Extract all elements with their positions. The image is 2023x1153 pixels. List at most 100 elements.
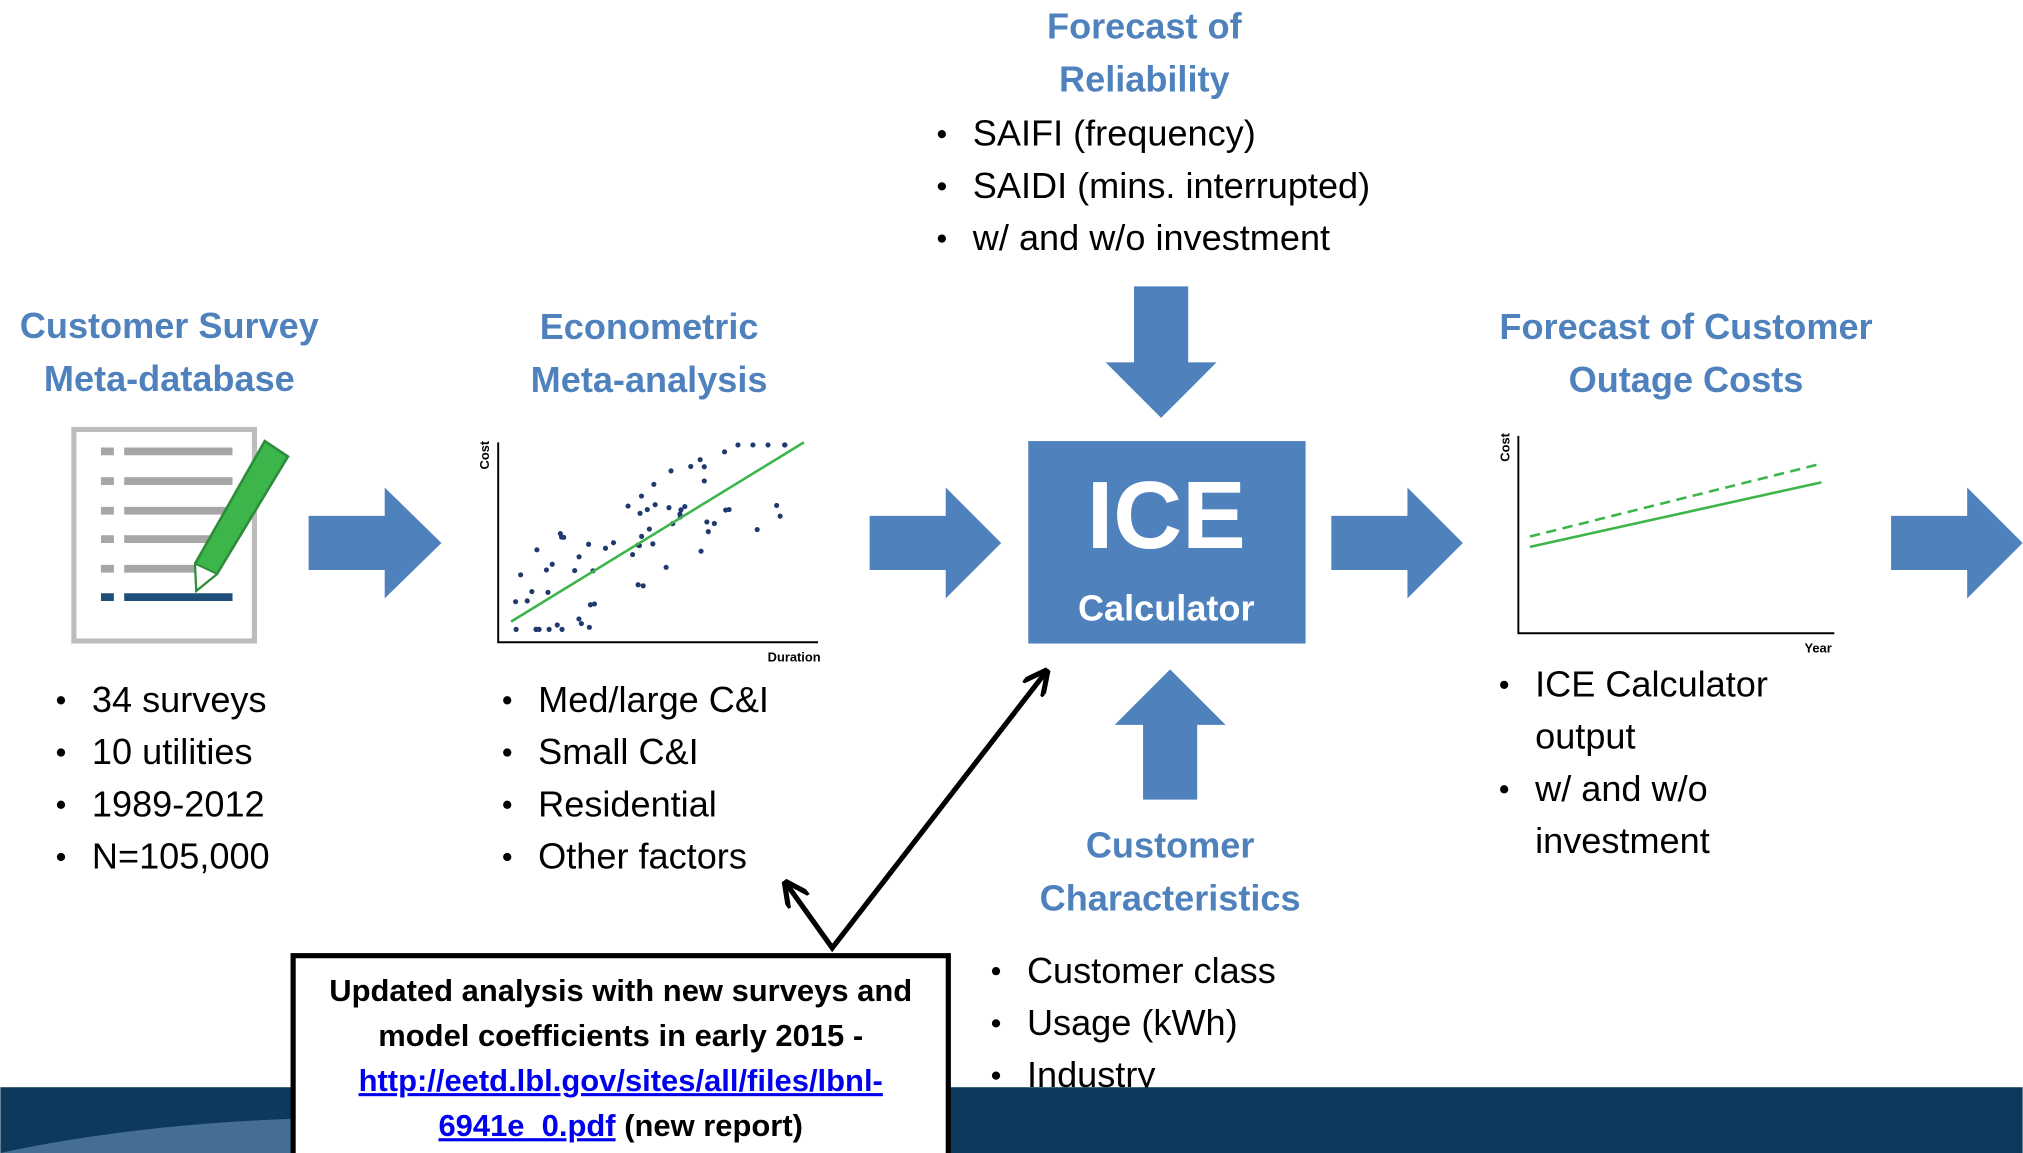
mini-dot xyxy=(586,624,592,630)
bullet-dot xyxy=(503,800,512,809)
mini-dot xyxy=(513,599,519,605)
mini-dot xyxy=(682,504,688,510)
mini-dot xyxy=(644,506,650,513)
mini-dot xyxy=(635,582,641,588)
bullet-text: ICE Calculator xyxy=(1535,663,1768,704)
section-title: Econometric xyxy=(540,306,759,347)
mini-dot xyxy=(774,502,780,509)
note-link[interactable]: http://eetd.lbl.gov/sites/all/files/lbnl… xyxy=(359,1063,883,1098)
pencil-tip xyxy=(194,562,219,593)
mini-dot xyxy=(625,503,631,509)
mini-dot xyxy=(549,561,555,567)
mini-dot xyxy=(559,626,565,632)
mini-dot xyxy=(646,526,652,532)
mini-dot xyxy=(610,540,617,546)
bullet-text: Residential xyxy=(538,783,717,824)
document-lines xyxy=(100,447,233,573)
bullet-dot xyxy=(56,800,66,809)
mini-dot xyxy=(688,463,694,470)
mini-line-dashed xyxy=(1529,463,1820,538)
mini-dot xyxy=(704,519,710,525)
section-title: Meta-database xyxy=(44,358,295,399)
bullet-text: investment xyxy=(1535,820,1710,861)
mini-dot xyxy=(587,602,593,608)
mini-dot xyxy=(546,626,552,632)
bullet-text: SAIFI (frequency) xyxy=(973,113,1256,154)
section-title: Outage Costs xyxy=(1569,359,1804,400)
mini-dot xyxy=(576,554,582,560)
mini-dot xyxy=(750,442,756,448)
bullet-text: output xyxy=(1535,716,1635,757)
connector-arrow xyxy=(787,673,1045,953)
note-line: Updated analysis with new surveys and xyxy=(329,973,912,1008)
bullet-text: Customer class xyxy=(1027,950,1276,991)
section-title: Customer Survey xyxy=(20,305,319,346)
mini-dot xyxy=(754,526,760,533)
note-suffix: (new report) xyxy=(624,1108,803,1143)
document-line xyxy=(124,593,233,602)
arrow xyxy=(1331,487,1463,599)
mini-dot xyxy=(640,583,646,589)
y-axis-label: Cost xyxy=(1497,432,1512,461)
mini-dot xyxy=(701,478,707,484)
mini-dot xyxy=(765,442,771,448)
mini-dot xyxy=(513,626,519,632)
layout xyxy=(71,286,2023,953)
bullet-text: 34 surveys xyxy=(92,679,267,720)
mini-axes xyxy=(1517,435,1835,635)
mini-dot xyxy=(723,507,729,513)
mini-dot xyxy=(534,547,540,553)
note-frame xyxy=(290,953,951,1153)
section-title: Forecast of xyxy=(1047,6,1243,47)
ice-title: ICE xyxy=(1087,463,1246,569)
mini-dot xyxy=(545,589,551,595)
note-line: model coefficients in early 2015 - xyxy=(378,1018,863,1053)
section-title: Reliability xyxy=(1059,59,1230,100)
mini-dot xyxy=(529,589,535,595)
mini-line xyxy=(1529,481,1822,549)
bullet-dot xyxy=(56,852,66,862)
bullet-dot xyxy=(503,852,512,862)
mini-dot xyxy=(557,530,563,537)
arrow xyxy=(1114,669,1226,800)
footer-swoosh xyxy=(0,1116,336,1153)
bullet-dot xyxy=(503,696,512,705)
mini-dot xyxy=(639,533,645,539)
mini-dot xyxy=(637,510,643,516)
mini-dot xyxy=(651,481,657,487)
bullet-text: N=105,000 xyxy=(92,836,270,877)
document-line xyxy=(100,593,114,602)
y-axis-label: Cost xyxy=(477,440,492,469)
arrow xyxy=(308,487,442,599)
mini-dot xyxy=(576,616,582,622)
bullet-text: Usage (kWh) xyxy=(1027,1002,1238,1043)
mini-dot xyxy=(721,449,728,455)
note-link[interactable]: 6941e_0.pdf xyxy=(438,1108,616,1143)
bullet-text: 10 utilities xyxy=(92,731,253,772)
bullet-text: 1989-2012 xyxy=(92,783,265,824)
mini-dot xyxy=(652,502,658,508)
mini-dot xyxy=(602,545,609,551)
ice-box xyxy=(1028,441,1306,644)
mini-dot xyxy=(697,457,703,463)
arrow xyxy=(869,487,1002,599)
bullet-text: SAIDI (mins. interrupted) xyxy=(973,165,1370,206)
texts: ICE Calculator Cost Duration Cost Year C… xyxy=(20,6,1873,1096)
bullet-dot xyxy=(1500,680,1509,689)
bullet-dot xyxy=(937,182,946,191)
arrow xyxy=(1891,487,2023,599)
mini-dot xyxy=(578,620,584,627)
mini-dot xyxy=(711,520,717,527)
mini-dot xyxy=(543,567,550,573)
mini-dot xyxy=(698,548,704,554)
x-axis-label: Year xyxy=(1805,641,1832,656)
mini-axes xyxy=(497,442,819,644)
mini-dot xyxy=(705,529,711,535)
mini-dot xyxy=(777,513,783,519)
bullet-text: w/ and w/o xyxy=(1534,768,1708,809)
mini-dot xyxy=(735,442,741,448)
section-title: Meta-analysis xyxy=(531,359,768,400)
bullet-dot xyxy=(991,1071,1001,1080)
mini-dot xyxy=(668,468,674,474)
mini-dot xyxy=(678,507,684,513)
